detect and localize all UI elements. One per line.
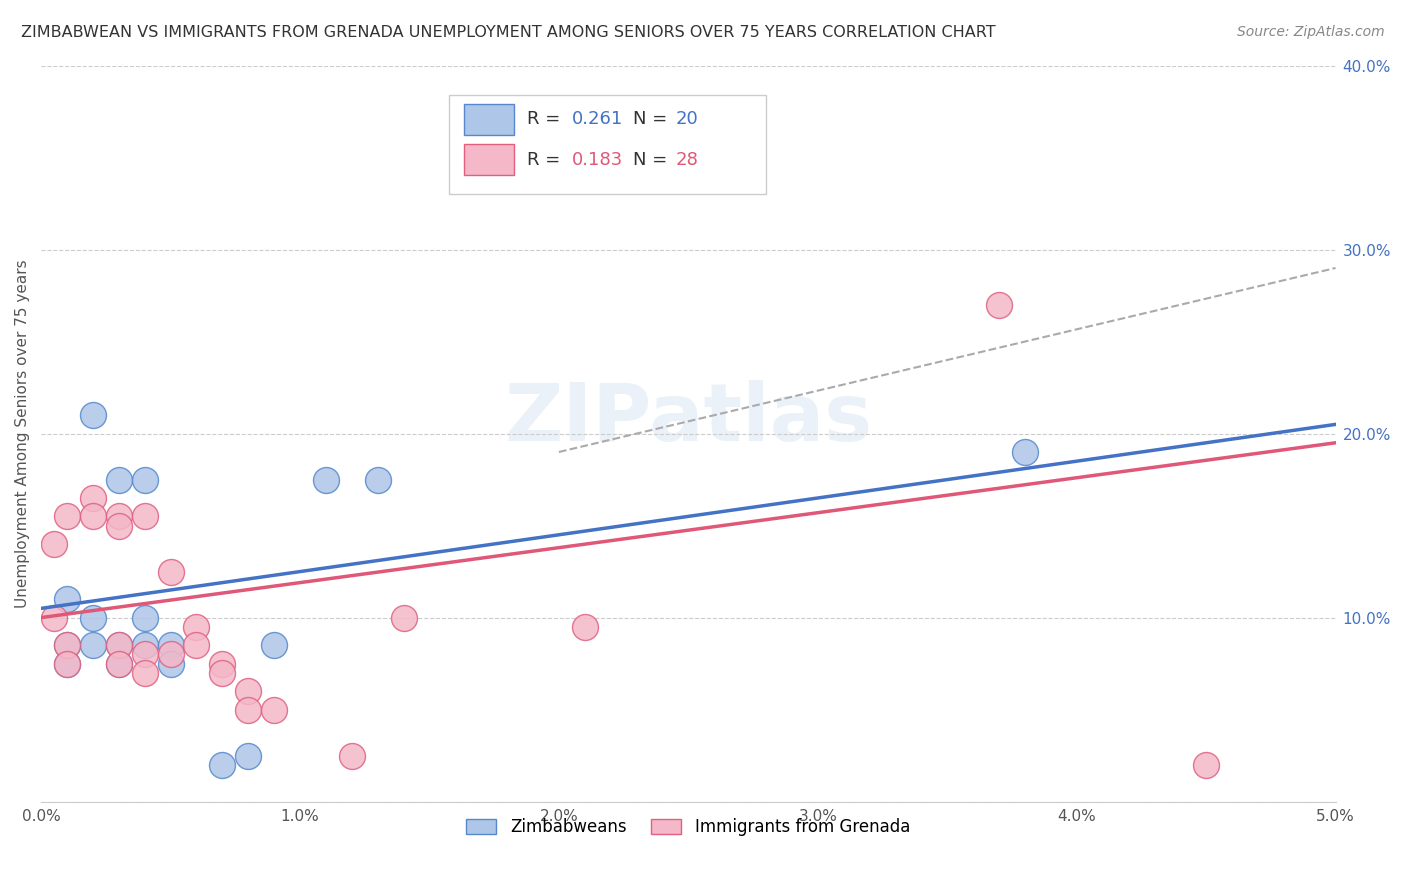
Point (211, 665, 233, 680)
Point (134, 473, 156, 487)
Point (56, 638, 79, 652)
Point (1195, 757, 1218, 772)
Text: N =: N = (633, 111, 672, 128)
Point (238, 684, 260, 698)
Legend: Zimbabweans, Immigrants from Grenada: Zimbabweans, Immigrants from Grenada (458, 810, 918, 845)
Point (186, 638, 208, 652)
Text: Source: ZipAtlas.com: Source: ZipAtlas.com (1237, 25, 1385, 39)
Text: R =: R = (526, 151, 565, 169)
Point (134, 509, 156, 524)
Point (159, 565, 181, 579)
Point (107, 518, 129, 533)
Point (82, 509, 104, 524)
Text: 0.261: 0.261 (572, 111, 623, 128)
Point (134, 648, 156, 662)
Point (315, 473, 337, 487)
Point (238, 702, 260, 716)
Text: 0.183: 0.183 (572, 151, 623, 169)
Point (82, 491, 104, 505)
Point (392, 610, 415, 624)
Point (159, 648, 181, 662)
Point (82, 408, 104, 422)
Text: ZIPatlas: ZIPatlas (505, 380, 873, 458)
Point (159, 657, 181, 671)
Point (263, 638, 285, 652)
Point (82, 610, 104, 624)
Text: R =: R = (526, 111, 565, 128)
Point (238, 748, 260, 763)
Point (56, 509, 79, 524)
Point (988, 298, 1011, 312)
Text: 28: 28 (675, 151, 699, 169)
Point (107, 657, 129, 671)
Point (82, 638, 104, 652)
Point (134, 638, 156, 652)
Point (42, 610, 65, 624)
Point (186, 620, 208, 634)
Point (340, 748, 363, 763)
Point (107, 657, 129, 671)
FancyBboxPatch shape (464, 145, 513, 175)
Point (56, 657, 79, 671)
Point (107, 638, 129, 652)
Point (263, 702, 285, 716)
Point (107, 509, 129, 524)
Point (367, 473, 389, 487)
Point (211, 657, 233, 671)
Point (56, 592, 79, 607)
Point (56, 638, 79, 652)
Point (107, 473, 129, 487)
Text: ZIMBABWEAN VS IMMIGRANTS FROM GRENADA UNEMPLOYMENT AMONG SENIORS OVER 75 YEARS C: ZIMBABWEAN VS IMMIGRANTS FROM GRENADA UN… (21, 25, 995, 40)
FancyBboxPatch shape (449, 95, 766, 194)
Point (134, 610, 156, 624)
Point (211, 757, 233, 772)
Text: 20: 20 (675, 111, 699, 128)
Text: N =: N = (633, 151, 672, 169)
FancyBboxPatch shape (464, 103, 513, 135)
Point (574, 620, 596, 634)
Point (42, 537, 65, 551)
Point (134, 665, 156, 680)
Point (1014, 445, 1036, 459)
Point (159, 638, 181, 652)
Point (107, 638, 129, 652)
Y-axis label: Unemployment Among Seniors over 75 years: Unemployment Among Seniors over 75 years (15, 260, 30, 608)
Point (56, 657, 79, 671)
